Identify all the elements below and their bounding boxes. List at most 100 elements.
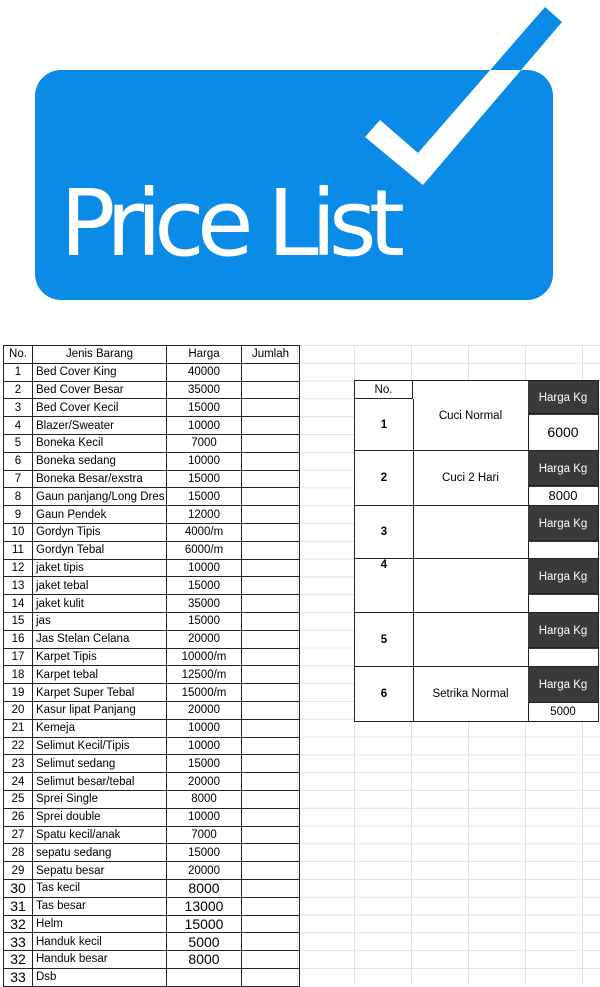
header-no: No. bbox=[3, 345, 33, 364]
cell-jenis-barang: Bed Cover King bbox=[32, 362, 167, 382]
cell-no: 14 bbox=[3, 594, 33, 613]
cell-jumlah[interactable] bbox=[241, 647, 300, 667]
cell-no: 12 bbox=[3, 558, 33, 578]
cell-jumlah[interactable] bbox=[241, 950, 300, 969]
cell-harga: 15000 bbox=[166, 487, 242, 507]
service-price-label: Harga Kg bbox=[528, 667, 598, 703]
cell-jumlah[interactable] bbox=[241, 611, 300, 631]
cell-jumlah[interactable] bbox=[241, 629, 300, 649]
table-row: 28 sepatu sedang 15000 bbox=[3, 843, 300, 863]
cell-jumlah[interactable] bbox=[241, 469, 300, 489]
service-no: 2 bbox=[355, 451, 414, 505]
service-price[interactable] bbox=[528, 593, 598, 612]
cell-harga: 20000 bbox=[166, 772, 242, 791]
table-row: 2 Bed Cover Besar 35000 bbox=[3, 380, 300, 400]
cell-no: 2 bbox=[3, 380, 33, 400]
table-row: 22 Selimut Kecil/Tipis 10000 bbox=[3, 736, 300, 756]
table-row: 4 Blazer/Sweater 10000 bbox=[3, 416, 300, 435]
cell-jumlah[interactable] bbox=[241, 505, 300, 524]
cell-jenis-barang: Gaun panjang/Long Dres bbox=[32, 487, 167, 507]
logo-title: Price List bbox=[60, 170, 405, 277]
table-row: 10 Gordyn Tipis 4000/m bbox=[3, 522, 300, 542]
cell-jumlah[interactable] bbox=[241, 683, 300, 702]
cell-harga: 20000 bbox=[166, 861, 242, 880]
table-row: 12 jaket tipis 10000 bbox=[3, 558, 300, 578]
cell-no: 33 bbox=[3, 932, 33, 952]
service-header-no: No. bbox=[355, 381, 413, 399]
cell-no: 31 bbox=[3, 896, 33, 916]
cell-jenis-barang: Handuk kecil bbox=[32, 932, 167, 952]
service-price[interactable]: 5000 bbox=[528, 702, 598, 721]
cell-jenis-barang: Boneka sedang bbox=[32, 451, 167, 471]
cell-jenis-barang: Karpet Tipis bbox=[32, 647, 167, 667]
service-name bbox=[413, 506, 529, 558]
cell-jumlah[interactable] bbox=[241, 416, 300, 435]
service-price-label: Harga Kg bbox=[528, 451, 598, 487]
cell-jumlah[interactable] bbox=[241, 398, 300, 418]
table-row: 25 Sprei Single 8000 bbox=[3, 789, 300, 809]
cell-jumlah[interactable] bbox=[241, 451, 300, 471]
cell-harga: 7000 bbox=[166, 825, 242, 845]
cell-jumlah[interactable] bbox=[241, 718, 300, 738]
cell-jumlah[interactable] bbox=[241, 807, 300, 827]
service-price[interactable] bbox=[528, 540, 598, 558]
cell-jumlah[interactable] bbox=[241, 754, 300, 774]
service-block: 4 Harga Kg bbox=[355, 559, 598, 613]
service-price-table: No. 1 Cuci Normal Harga Kg 6000 2 Cuci 2 Hari H… bbox=[354, 380, 599, 722]
cell-jenis-barang: jaket kulit bbox=[32, 594, 167, 613]
cell-jumlah[interactable] bbox=[241, 362, 300, 382]
cell-harga: 20000 bbox=[166, 629, 242, 649]
table-row: 27 Spatu kecil/anak 7000 bbox=[3, 825, 300, 845]
service-name bbox=[413, 613, 529, 666]
cell-no: 27 bbox=[3, 825, 33, 845]
service-price[interactable]: 6000 bbox=[528, 413, 598, 450]
cell-jumlah[interactable] bbox=[241, 736, 300, 756]
cell-jenis-barang: Selimut Kecil/Tipis bbox=[32, 736, 167, 756]
cell-jumlah[interactable] bbox=[241, 878, 300, 898]
cell-jumlah[interactable] bbox=[241, 700, 300, 720]
cell-jumlah[interactable] bbox=[241, 487, 300, 507]
cell-jumlah[interactable] bbox=[241, 932, 300, 952]
cell-no: 9 bbox=[3, 505, 33, 524]
cell-jumlah[interactable] bbox=[241, 772, 300, 791]
cell-jenis-barang: jas bbox=[32, 611, 167, 631]
cell-jumlah[interactable] bbox=[241, 665, 300, 685]
service-block: 3 Harga Kg bbox=[355, 506, 598, 559]
cell-jenis-barang: jaket tebal bbox=[32, 576, 167, 596]
cell-jumlah[interactable] bbox=[241, 967, 300, 987]
cell-jenis-barang: Helm bbox=[32, 914, 167, 934]
cell-no: 21 bbox=[3, 718, 33, 738]
cell-jumlah[interactable] bbox=[241, 825, 300, 845]
items-price-table: No. Jenis Barang Harga Jumlah 1 Bed Cover… bbox=[3, 345, 300, 987]
service-name: Cuci 2 Hari bbox=[413, 451, 529, 505]
cell-no: 16 bbox=[3, 629, 33, 649]
table-row: 32 Helm 15000 bbox=[3, 914, 300, 934]
service-name: Setrika Normal bbox=[413, 667, 529, 721]
cell-jumlah[interactable] bbox=[241, 522, 300, 542]
cell-jumlah[interactable] bbox=[241, 789, 300, 809]
service-no: 3 bbox=[355, 506, 414, 558]
table-row: 18 Karpet tebal 12500/m bbox=[3, 665, 300, 685]
cell-jenis-barang: Handuk besar bbox=[32, 950, 167, 969]
cell-jumlah[interactable] bbox=[241, 843, 300, 863]
table-row: 3 Bed Cover Kecil 15000 bbox=[3, 398, 300, 418]
cell-jumlah[interactable] bbox=[241, 576, 300, 596]
service-price[interactable] bbox=[528, 647, 598, 666]
cell-no: 15 bbox=[3, 611, 33, 631]
table-row: 24 Selimut besar/tebal 20000 bbox=[3, 772, 300, 791]
cell-jumlah[interactable] bbox=[241, 433, 300, 453]
cell-no: 18 bbox=[3, 665, 33, 685]
cell-jumlah[interactable] bbox=[241, 896, 300, 916]
cell-harga: 15000 bbox=[166, 576, 242, 596]
cell-harga: 10000 bbox=[166, 451, 242, 471]
cell-jumlah[interactable] bbox=[241, 914, 300, 934]
cell-jumlah[interactable] bbox=[241, 861, 300, 880]
cell-jumlah[interactable] bbox=[241, 380, 300, 400]
cell-no: 23 bbox=[3, 754, 33, 774]
cell-jumlah[interactable] bbox=[241, 540, 300, 560]
cell-jumlah[interactable] bbox=[241, 558, 300, 578]
table-row: 19 Karpet Super Tebal 15000/m bbox=[3, 683, 300, 702]
cell-jenis-barang: Selimut besar/tebal bbox=[32, 772, 167, 791]
service-price[interactable]: 8000 bbox=[528, 485, 598, 505]
cell-jumlah[interactable] bbox=[241, 594, 300, 613]
